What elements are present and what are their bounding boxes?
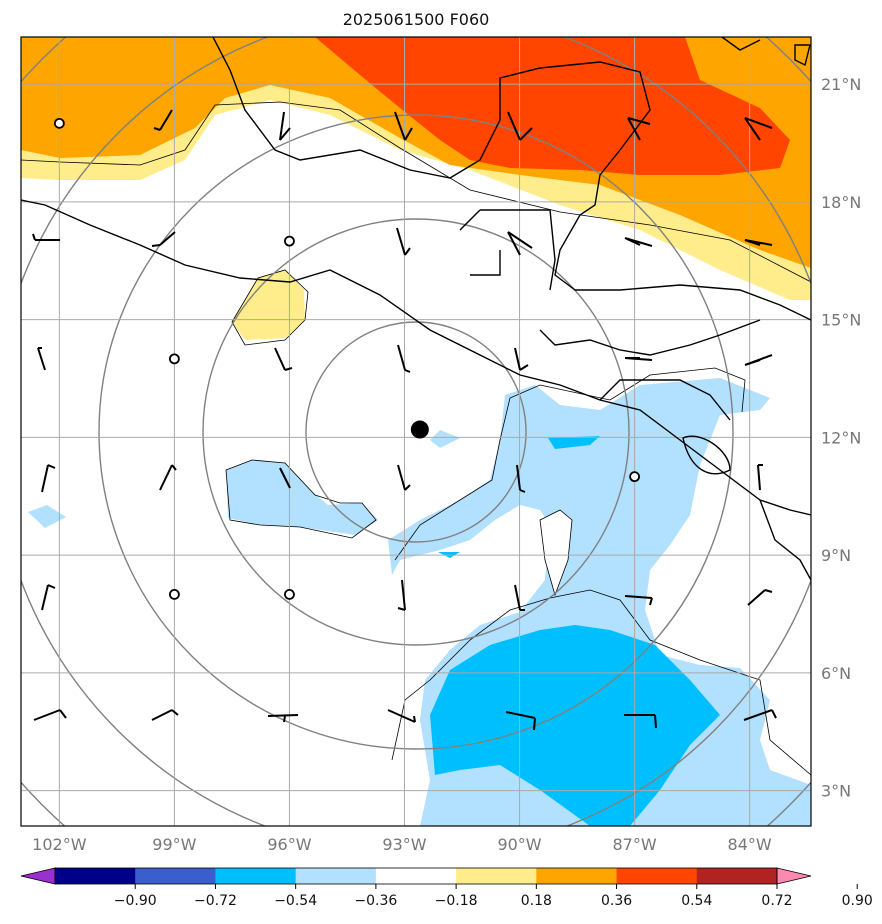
colorbar-tick-label: 0.90 [842, 893, 873, 909]
longitude-label: 90°W [497, 835, 541, 854]
latitude-labels: 3°N 6°N 9°N 12°N 15°N 18°N 21°N [821, 75, 861, 801]
colorbar-tick-label: 0.36 [601, 893, 632, 909]
colorbar-tick-label: −0.54 [274, 893, 317, 909]
colorbar-outline [54, 867, 778, 885]
wind-barbs [32, 109, 777, 731]
colorbar [20, 867, 812, 885]
colorbar-segment [536, 868, 618, 884]
colorbar-tick-label: −0.36 [354, 893, 397, 909]
field-white-hole [540, 510, 572, 595]
latitude-label: 15°N [821, 311, 861, 330]
colorbar-tick-label: −0.90 [114, 893, 157, 909]
latitude-label: 12°N [821, 428, 861, 447]
colorbar-tick-label: 0.18 [521, 893, 552, 909]
colorbar-extend-high [776, 867, 812, 885]
colorbar-extend-low [20, 867, 56, 885]
latitude-label: 9°N [821, 546, 851, 565]
field-lightblue-small [28, 505, 66, 528]
longitude-label: 96°W [267, 835, 311, 854]
storm-center-marker [410, 420, 429, 439]
calm-station-marker [629, 471, 640, 483]
calm-wind-stations [53, 117, 640, 600]
colorbar-segment [215, 868, 297, 884]
field-cyan-strip [548, 436, 600, 449]
field-lightblue-west [226, 460, 378, 535]
colorbar-tick-label: 0.72 [761, 893, 792, 909]
calm-station-marker [168, 589, 180, 600]
colorbar-segment [616, 868, 698, 884]
field-cyan-south [430, 625, 720, 826]
longitude-label: 102°W [32, 835, 87, 854]
calm-station-marker [284, 235, 295, 247]
longitude-labels: 102°W 99°W 96°W 93°W 90°W 87°W 84°W [32, 835, 772, 854]
colorbar-tick-label: 0.54 [681, 893, 712, 909]
colorbar-segment [55, 868, 136, 884]
calm-station-marker [168, 353, 180, 365]
coastlines [21, 37, 811, 581]
field-yellow-blob [232, 270, 305, 340]
map-title: 2025061500 F060 [342, 10, 490, 29]
map-frame [20, 36, 812, 827]
colorbar-segment [295, 868, 377, 884]
latitude-label: 18°N [821, 193, 861, 212]
calm-station-marker [284, 589, 295, 600]
longitude-label: 93°W [382, 835, 426, 854]
colorbar-tick-label: −0.72 [194, 893, 237, 909]
colorbar-segment [375, 868, 457, 884]
colorbar-tick-labels: −0.90 −0.72 −0.54 −0.36 −0.18 0.18 0.36 0.54 0.7… [114, 884, 873, 909]
latitude-label: 3°N [821, 782, 851, 801]
longitude-label: 99°W [152, 835, 196, 854]
longitude-label: 87°W [612, 835, 656, 854]
field-contours [21, 101, 811, 776]
longitude-label: 84°W [728, 835, 772, 854]
colorbar-tick-label: −0.18 [435, 893, 478, 909]
latitude-label: 21°N [821, 75, 861, 94]
colorbar-segment [456, 868, 537, 884]
calm-station-marker [53, 117, 65, 129]
field-red-north [315, 37, 790, 175]
colorbar-segment [135, 868, 216, 884]
latitude-label: 6°N [821, 664, 851, 683]
colorbar-segment [696, 868, 778, 884]
field-lightblue-speck [430, 430, 460, 448]
